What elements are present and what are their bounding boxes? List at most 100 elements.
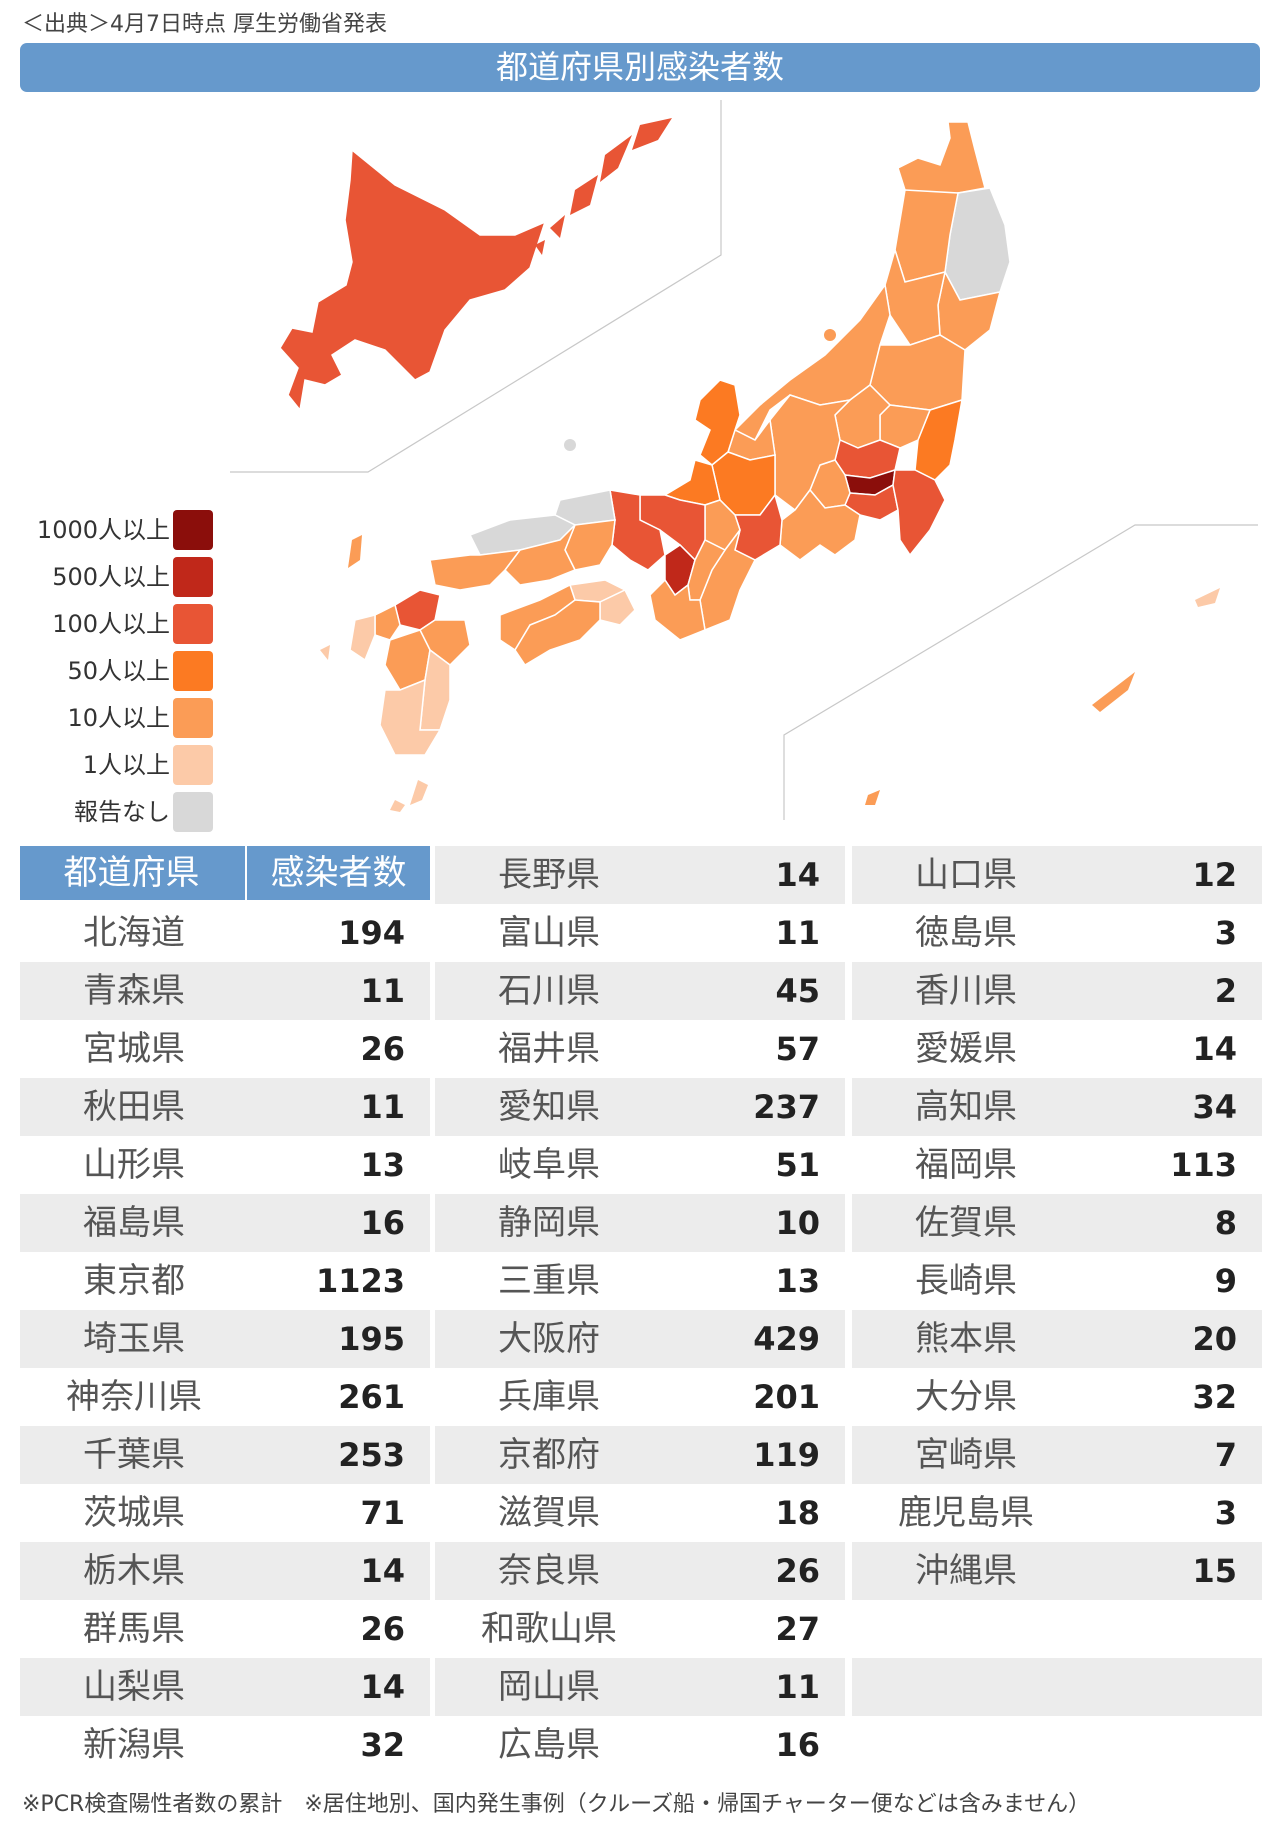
region-hiroshima (504, 524, 577, 586)
case-count: 10 (775, 1204, 820, 1242)
island-tsushima (348, 535, 362, 568)
table-column-1: 都道府県 感染者数 北海道 194 青森県 11 宮城県 26 秋田県 11 山形県 13 福島県 1… (20, 846, 430, 1774)
table-row: 山梨県 14 (20, 1658, 430, 1716)
table-row: 岐阜県 51 (435, 1136, 845, 1194)
footnote: ※PCR検査陽性者数の累計 ※居住地別、国内発生事例（クルーズ船・帰国チャーター… (22, 1792, 1091, 1817)
table-row: 奈良県 26 (435, 1542, 845, 1600)
case-count: 32 (1192, 1378, 1237, 1416)
japan-map (230, 100, 1258, 820)
table-row: 三重県 13 (435, 1252, 845, 1310)
region-chiba (892, 469, 946, 557)
table-row (852, 1658, 1262, 1716)
prefecture-name: 山口県 (915, 855, 1017, 895)
table-row: 秋田県 11 (20, 1078, 430, 1136)
table-row: 香川県 2 (852, 962, 1262, 1020)
case-count: 26 (360, 1610, 405, 1648)
prefecture-name: 奈良県 (498, 1551, 600, 1591)
case-count: 11 (775, 914, 820, 952)
source-note: ＜出典＞4月7日時点 厚生労働省発表 (22, 12, 387, 37)
table-row: 長野県 14 (435, 846, 845, 904)
legend-label: 報告なし (74, 798, 170, 826)
region-yamaguchi (429, 549, 522, 591)
region-saga (374, 603, 401, 641)
case-count: 34 (1192, 1088, 1237, 1126)
legend-item: 500人以上 (0, 557, 215, 603)
legend-swatch (173, 510, 213, 550)
prefecture-name: 静岡県 (498, 1203, 600, 1243)
legend-swatch (173, 651, 213, 691)
case-count: 18 (775, 1494, 820, 1532)
table-row: 静岡県 10 (435, 1194, 845, 1252)
region-hokkaido (279, 148, 547, 412)
prefecture-name: 愛媛県 (915, 1029, 1017, 1069)
table-column-2: 長野県 14 富山県 11 石川県 45 福井県 57 愛知県 237 岐阜県 51 静岡県 10 三重県 1… (435, 846, 845, 1774)
prefecture-name: 秋田県 (83, 1087, 185, 1127)
table-row: 東京都 1123 (20, 1252, 430, 1310)
prefecture-name: 香川県 (915, 971, 1017, 1011)
prefecture-name: 三重県 (498, 1261, 600, 1301)
legend-item: 10人以上 (0, 698, 215, 744)
island-izu (865, 790, 880, 805)
legend-item: 1000人以上 (0, 510, 215, 556)
case-count: 1123 (315, 1262, 405, 1300)
table-row (852, 1600, 1262, 1658)
legend-item: 50人以上 (0, 651, 215, 697)
prefecture-name: 大分県 (915, 1377, 1017, 1417)
case-count: 8 (1214, 1204, 1237, 1242)
prefecture-name: 広島県 (498, 1725, 600, 1765)
map-islands (320, 329, 1220, 812)
table-row (852, 1716, 1262, 1774)
table-row: 滋賀県 18 (435, 1484, 845, 1542)
legend-label: 100人以上 (52, 610, 170, 638)
prefecture-name: 石川県 (498, 971, 600, 1011)
prefecture-name: 新潟県 (83, 1725, 185, 1765)
region-nagasaki (349, 614, 376, 662)
legend-label: 1000人以上 (36, 516, 170, 544)
table-row: 長崎県 9 (852, 1252, 1262, 1310)
prefecture-name: 千葉県 (83, 1435, 185, 1475)
prefecture-name: 長崎県 (915, 1261, 1017, 1301)
case-count: 9 (1214, 1262, 1237, 1300)
table-row: 富山県 11 (435, 904, 845, 962)
prefecture-name: 愛知県 (498, 1087, 600, 1127)
region-kinki (609, 489, 757, 641)
case-count: 194 (338, 914, 405, 952)
prefecture-name: 福井県 (498, 1029, 600, 1069)
prefecture-name: 佐賀県 (915, 1203, 1017, 1243)
region-aomori (897, 121, 986, 199)
table-row: 神奈川県 261 (20, 1368, 430, 1426)
case-count: 16 (775, 1726, 820, 1764)
prefecture-name: 埼玉県 (83, 1319, 185, 1359)
region-niigata (733, 283, 891, 442)
legend-item: 報告なし (0, 792, 215, 838)
header-prefecture: 都道府県 (63, 853, 200, 893)
case-count: 261 (338, 1378, 405, 1416)
legend-label: 10人以上 (67, 704, 170, 732)
case-count: 27 (775, 1610, 820, 1648)
region-kagoshima (379, 678, 442, 756)
prefecture-name: 茨城県 (83, 1493, 185, 1533)
prefecture-name: 滋賀県 (498, 1493, 600, 1533)
table-row: 佐賀県 8 (852, 1194, 1262, 1252)
case-count: 7 (1214, 1436, 1237, 1474)
legend-swatch (173, 604, 213, 644)
table-row: 広島県 16 (435, 1716, 845, 1774)
prefecture-name: 富山県 (498, 913, 600, 953)
prefecture-name: 和歌山県 (481, 1609, 617, 1649)
table-row: 福岡県 113 (852, 1136, 1262, 1194)
case-count: 57 (775, 1030, 820, 1068)
case-count: 20 (1192, 1320, 1237, 1358)
case-count: 26 (360, 1030, 405, 1068)
table-column-3: 山口県 12 徳島県 3 香川県 2 愛媛県 14 高知県 34 福岡県 113 佐賀県 8 長崎県 9 熊本県… (852, 846, 1262, 1774)
case-count: 14 (775, 856, 820, 894)
region-tohoku (869, 121, 1011, 411)
prefecture-name: 東京都 (83, 1261, 185, 1301)
case-count: 71 (360, 1494, 405, 1532)
legend-swatch (173, 698, 213, 738)
island-tanegashima (410, 780, 428, 805)
case-count: 11 (775, 1668, 820, 1706)
table-row: 鹿児島県 3 (852, 1484, 1262, 1542)
prefecture-name: 鹿児島県 (898, 1493, 1034, 1533)
title-bar: 都道府県別感染者数 (20, 43, 1260, 92)
table-header: 都道府県 感染者数 (20, 846, 430, 900)
